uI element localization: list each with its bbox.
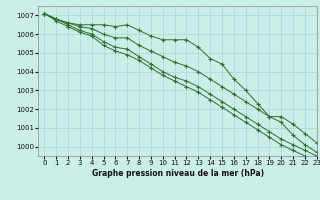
X-axis label: Graphe pression niveau de la mer (hPa): Graphe pression niveau de la mer (hPa) xyxy=(92,169,264,178)
